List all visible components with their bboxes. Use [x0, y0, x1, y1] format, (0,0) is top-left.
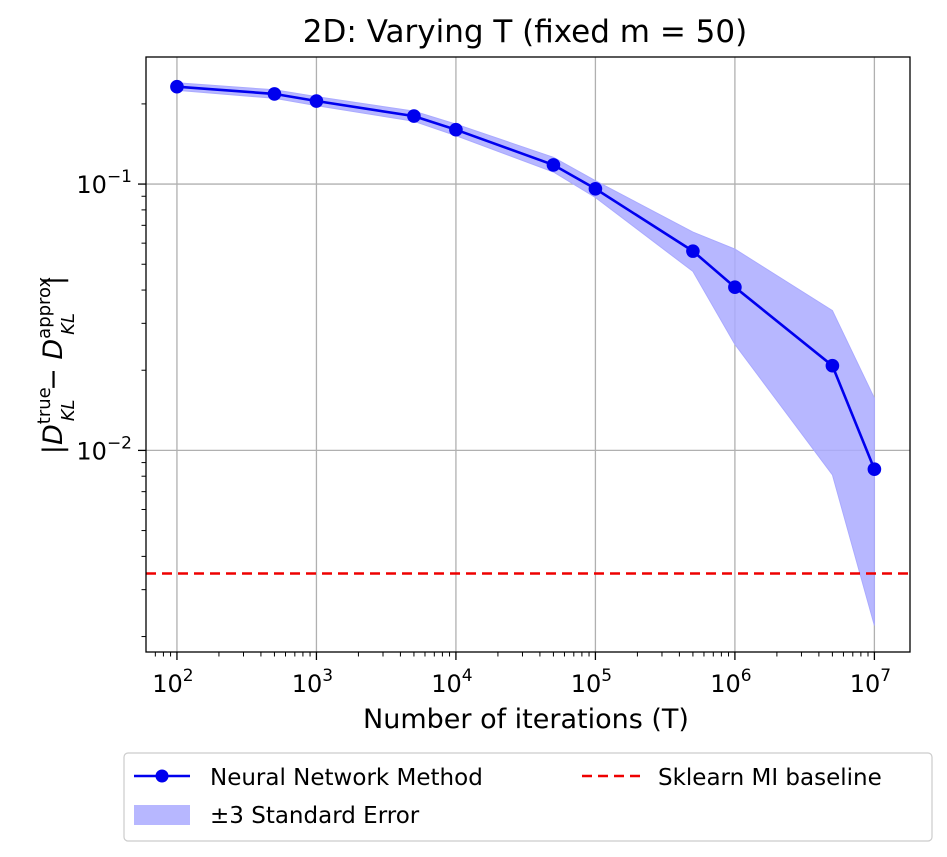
y-label-approx-sup: approx — [34, 276, 55, 338]
data-point — [686, 244, 700, 258]
y-label-true-sup: true — [34, 387, 55, 424]
x-tick-label: 102 — [152, 666, 193, 698]
data-point — [309, 94, 324, 108]
legend-band-swatch — [134, 805, 190, 825]
x-tick-label: 103 — [292, 666, 333, 698]
x-tick-label: 107 — [850, 666, 891, 698]
data-point — [867, 462, 882, 476]
data-points — [170, 79, 882, 476]
legend: Neural Network Method ±3 Standard Error … — [123, 752, 933, 842]
data-point — [825, 358, 840, 373]
chart-title: 2D: Varying T (fixed m = 50) — [303, 14, 747, 50]
legend-band-label: ±3 Standard Error — [210, 803, 420, 829]
y-label-minus: − — [38, 360, 69, 400]
grid — [146, 57, 910, 652]
error-band — [176, 82, 875, 626]
data-point — [267, 87, 282, 101]
data-point — [170, 79, 184, 94]
x-tick-label: 104 — [431, 666, 472, 698]
legend-series-marker-swatch — [155, 769, 169, 783]
data-point — [728, 280, 742, 294]
y-axis-label: |Dtrue KL − Dapprox KL| — [34, 276, 79, 454]
x-axis-label: Number of iterations (T) — [363, 704, 689, 735]
x-axis-ticks: 102 103 104 105 106 107 — [152, 652, 891, 698]
y-label-pipe-left: | — [38, 445, 69, 454]
data-point — [449, 122, 463, 137]
y-tick-label: 10−1 — [76, 167, 132, 199]
y-label-kl-sub-1: KL — [58, 399, 79, 421]
y-tick-label: 10−2 — [76, 433, 132, 465]
legend-series-label: Neural Network Method — [210, 765, 483, 791]
x-tick-label: 105 — [571, 666, 612, 698]
y-label-d-approx: D — [38, 339, 69, 360]
y-axis-ticks: 10−2 10−1 — [76, 103, 146, 638]
data-point — [588, 181, 603, 196]
y-label-pipe-right: | — [38, 276, 69, 285]
data-point — [407, 109, 421, 123]
y-label-kl-sub-2: KL — [58, 313, 79, 335]
legend-frame — [123, 752, 933, 842]
y-label-d-true: D — [38, 424, 69, 445]
legend-baseline-label: Sklearn MI baseline — [658, 765, 882, 791]
x-tick-label: 106 — [710, 666, 751, 698]
data-point — [546, 158, 561, 172]
plot-frame — [145, 56, 911, 653]
